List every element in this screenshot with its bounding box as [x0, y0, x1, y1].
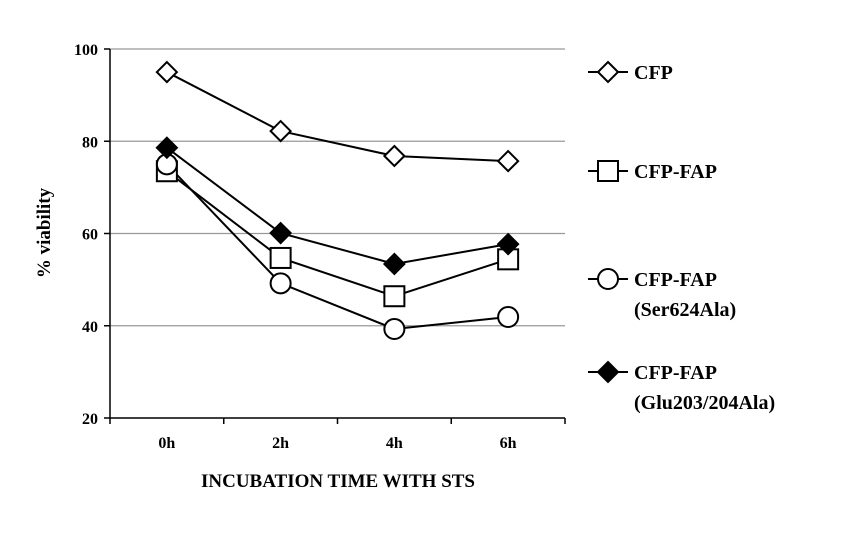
- series-line: [166, 146, 509, 265]
- legend-label: CFP-FAP: [634, 362, 717, 384]
- x-tick-label: 2h: [272, 435, 289, 452]
- diamond-marker: [496, 232, 520, 256]
- diamond-marker: [269, 221, 293, 245]
- series-line: [166, 71, 509, 163]
- legend-label: (Glu203/204Ala): [634, 392, 775, 414]
- y-tick-label: 100: [74, 42, 98, 59]
- x-tick-label: 6h: [500, 435, 517, 452]
- square-marker: [383, 285, 406, 308]
- circle-marker: [269, 272, 292, 295]
- diamond-marker: [382, 252, 406, 276]
- square-marker: [597, 160, 619, 182]
- circle-marker: [497, 305, 520, 328]
- y-tick-label: 80: [82, 134, 98, 151]
- legend-label: (Ser624Ala): [634, 299, 736, 321]
- y-tick-label: 20: [82, 411, 98, 428]
- x-tick-label: 0h: [158, 435, 175, 452]
- y-axis-label: % viability: [34, 187, 55, 278]
- diamond-marker: [269, 119, 293, 143]
- series-line: [166, 163, 509, 330]
- x-axis-label: INCUBATION TIME WITH STS: [201, 471, 475, 492]
- legend-label: CFP-FAP: [634, 269, 717, 291]
- y-tick-label: 60: [82, 227, 98, 244]
- diamond-marker: [382, 144, 406, 168]
- diamond-marker: [596, 60, 620, 84]
- square-marker: [269, 246, 292, 269]
- diamond-marker: [155, 136, 179, 160]
- diamond-marker: [596, 360, 620, 384]
- circle-marker: [383, 317, 406, 340]
- legend-label: CFP-FAP: [634, 161, 717, 183]
- diamond-marker: [155, 60, 179, 84]
- x-tick-label: 4h: [386, 435, 403, 452]
- diamond-marker: [496, 149, 520, 173]
- y-tick-label: 40: [82, 319, 98, 336]
- legend-label: CFP: [634, 62, 673, 84]
- series-line: [166, 170, 509, 298]
- circle-marker: [597, 268, 619, 290]
